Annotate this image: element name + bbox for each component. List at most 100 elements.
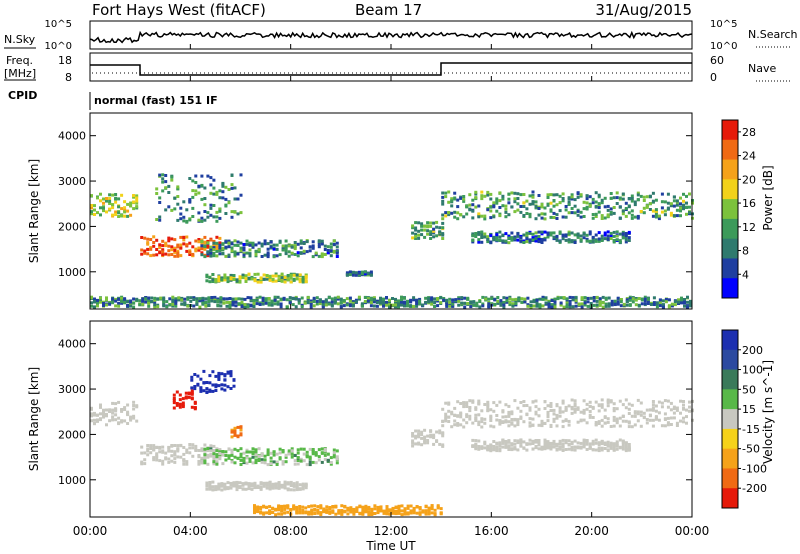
velocity-cell [93,418,96,422]
power-cell [558,201,562,205]
power-cell [453,191,457,195]
velocity-cell [271,482,275,486]
velocity-cell [295,485,299,489]
velocity-cell [421,510,425,513]
velocity-cell [409,511,413,515]
power-cell [612,230,616,234]
velocity-cell [152,458,156,462]
power-cell [93,204,96,208]
velocity-cell [290,447,294,451]
power-cell [597,231,601,235]
power-cell [438,232,442,236]
power-cell [314,253,318,257]
velocity-cell [229,374,233,378]
x-tick-label: 04:00 [173,524,208,538]
velocity-cell [268,487,272,491]
power-cell [217,277,221,281]
power-cell [135,194,139,198]
power-cell [209,183,213,187]
power-colorbar-tick-label: 28 [742,126,756,139]
power-cell [170,248,174,252]
power-cell [236,212,240,216]
power-cell [129,201,133,205]
power-cell [603,216,607,220]
power-cell [218,243,222,247]
power-cell [564,233,568,237]
power-cell [261,299,265,303]
power-cell [171,295,175,299]
power-cell [450,199,454,203]
velocity-cell [308,460,312,464]
velocity-cell [543,444,547,448]
velocity-cell [132,400,136,404]
velocity-cell [403,507,407,511]
velocity-cell [251,452,255,456]
power-cell [457,299,461,303]
power-cell [559,301,563,305]
velocity-cell [657,411,661,415]
velocity-panel-background [90,321,692,517]
power-cell [379,296,382,300]
power-cell [420,228,424,232]
power-cell [302,249,306,253]
velocity-cell [346,512,350,516]
power-cell [636,214,640,218]
power-cell [537,207,541,210]
velocity-cell [483,403,487,406]
freq-tick-top: 18 [58,54,72,67]
velocity-cell [430,506,434,510]
velocity-cell [296,448,300,452]
power-cell [490,297,494,300]
velocity-cell [456,400,460,404]
velocity-cell [627,446,631,450]
power-cell [351,303,355,307]
power-cell [457,296,461,300]
power-cell [537,194,541,197]
power-cell [628,298,632,302]
velocity-cell [132,404,136,407]
power-cell [206,241,210,245]
velocity-cell [423,428,427,432]
power-cell [345,273,349,277]
velocity-y-tick-label: 1000 [58,474,86,487]
velocity-cell [552,418,556,422]
power-cell [682,192,685,196]
power-cell [571,298,575,302]
velocity-cell [205,391,209,394]
power-cell [646,300,650,304]
power-cell [411,231,415,235]
power-cell [273,302,277,306]
power-cell [212,248,216,252]
velocity-cell [200,461,204,465]
velocity-cell [612,407,616,410]
power-cell [323,248,327,251]
power-cell [607,304,611,308]
velocity-cell [313,508,317,512]
power-cell [534,217,538,221]
velocity-cell [373,504,377,508]
velocity-cell [90,419,93,423]
power-cell [317,239,321,243]
power-cell [212,178,216,182]
velocity-cell [265,505,269,509]
velocity-cell [322,507,326,511]
power-cell [655,302,659,306]
power-cell [688,211,691,215]
velocity-cell [519,441,523,445]
velocity-cell [522,420,526,424]
power-cell [153,305,157,309]
power-cell [241,273,245,277]
velocity-cell [172,398,176,402]
power-cell [639,210,643,213]
velocity-cell [685,421,688,425]
power-cell [559,303,563,307]
power-cell [366,297,370,301]
velocity-cell [579,419,583,423]
velocity-cell [465,413,469,417]
velocity-cell [230,428,234,432]
power-colorbar-swatch [722,258,738,279]
power-cell [471,216,475,220]
power-cell [594,212,598,216]
power-cell [391,303,394,307]
power-cell [218,249,222,253]
